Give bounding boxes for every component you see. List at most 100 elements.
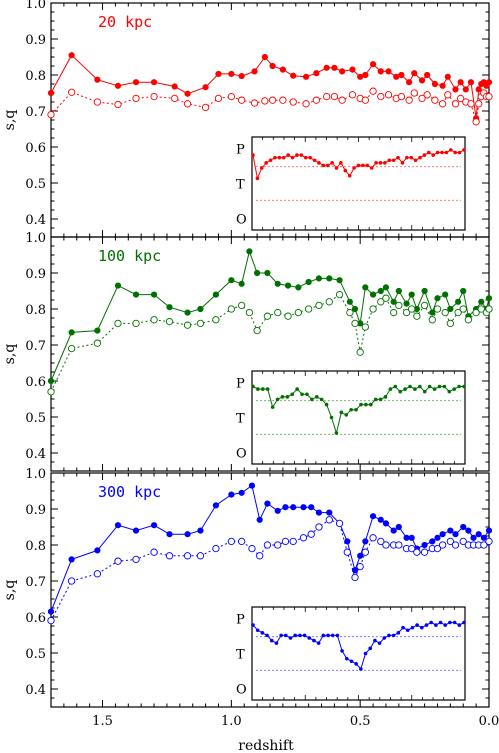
data-point-open: [395, 301, 403, 310]
data-point-open: [302, 100, 310, 108]
inset-data-point: [405, 628, 410, 633]
data-point-open: [114, 319, 122, 328]
inset-data-point: [401, 625, 405, 630]
data-point: [362, 284, 369, 291]
data-point: [395, 523, 402, 531]
data-point-open: [183, 100, 192, 108]
data-point-open: [441, 308, 449, 317]
y-axis-title: s,q: [2, 344, 18, 365]
inset-data-point: [359, 402, 363, 407]
y-tick-label: 0.7: [25, 339, 46, 354]
data-point-open: [382, 541, 390, 549]
data-point-open: [428, 316, 436, 324]
data-point-open: [47, 388, 55, 396]
data-point-open: [150, 92, 158, 101]
data-point-open: [325, 298, 333, 306]
inset-label: P: [236, 377, 245, 392]
y-tick-label: 0.9: [25, 33, 46, 48]
data-point-open: [183, 552, 192, 560]
inset-data-point: [273, 155, 277, 160]
inset-data-point: [457, 623, 462, 627]
inset-data-point: [377, 641, 382, 645]
data-point: [282, 504, 289, 511]
data-point-open: [47, 616, 55, 625]
data-point: [212, 291, 219, 298]
inset-data-point: [409, 155, 414, 160]
inset-data-point: [457, 384, 461, 389]
inset-label: T: [236, 178, 245, 193]
data-point: [382, 284, 390, 291]
data-point: [408, 291, 415, 298]
data-point-open: [343, 548, 351, 556]
data-point-open: [384, 91, 393, 99]
data-point: [295, 284, 302, 291]
inset-data-point: [256, 387, 260, 391]
data-point-open: [418, 94, 426, 103]
inset-data-point: [452, 387, 456, 391]
data-point-open: [433, 544, 442, 553]
inset-data-point: [413, 387, 417, 391]
inset-data-point: [288, 636, 293, 640]
data-point-open: [183, 321, 192, 329]
inset-data-point: [312, 638, 316, 643]
data-point-open: [459, 305, 467, 313]
data-point-open: [150, 316, 158, 324]
y-tick-label: 1.0: [25, 0, 46, 12]
data-point: [447, 305, 454, 313]
y-tick-label: 0.8: [25, 539, 46, 554]
data-point: [485, 79, 493, 86]
data-point-open: [413, 548, 421, 556]
data-point: [457, 79, 464, 86]
data-point-open: [402, 308, 411, 317]
inset-data-point: [290, 392, 295, 397]
inset-data-point: [462, 384, 466, 389]
data-point: [261, 53, 268, 61]
y-tick-label: 0.5: [25, 177, 46, 192]
y-tick-label: 0.7: [25, 575, 46, 590]
inset-label: O: [236, 446, 247, 461]
inset-data-point: [312, 158, 317, 163]
data-point-open: [67, 344, 76, 353]
data-point: [246, 248, 253, 255]
data-point: [150, 291, 158, 298]
data-point: [228, 70, 235, 78]
inset-data-point: [330, 161, 334, 165]
inset-label: T: [236, 648, 245, 663]
data-point-open: [361, 323, 369, 331]
data-point: [215, 70, 222, 78]
inset-plot: P T O: [236, 136, 466, 231]
data-point: [150, 79, 158, 86]
data-point-open: [397, 92, 406, 101]
data-point-open: [238, 301, 246, 310]
data-point-open: [294, 308, 302, 317]
data-point: [47, 89, 55, 97]
inset-data-point: [359, 667, 363, 671]
data-point: [323, 64, 330, 71]
data-point-open: [454, 308, 462, 317]
data-point: [326, 509, 333, 516]
inset-data-point: [352, 166, 356, 170]
data-point: [485, 295, 493, 302]
inset-data-point: [270, 405, 275, 409]
inset-data-point: [424, 623, 429, 627]
y-tick-label: 0.5: [25, 411, 46, 426]
data-point: [313, 70, 320, 77]
panel-title: 20 kpc: [98, 13, 152, 31]
inset-data-point: [274, 641, 279, 645]
data-point-open: [268, 96, 277, 104]
inset-data-point: [447, 389, 452, 394]
data-point: [300, 504, 307, 511]
inset-data-point: [298, 633, 302, 638]
data-point: [429, 309, 436, 316]
inset-data-point: [269, 638, 274, 643]
inset-data-point: [432, 387, 437, 391]
data-point-open: [395, 541, 403, 549]
inset-data-point: [255, 176, 260, 181]
data-point: [475, 86, 482, 93]
data-point-open: [248, 544, 256, 553]
data-point: [434, 295, 441, 302]
data-point-open: [335, 290, 344, 299]
data-point-open: [238, 537, 246, 546]
inset-data-point: [330, 633, 335, 638]
inset-data-point: [329, 415, 334, 420]
